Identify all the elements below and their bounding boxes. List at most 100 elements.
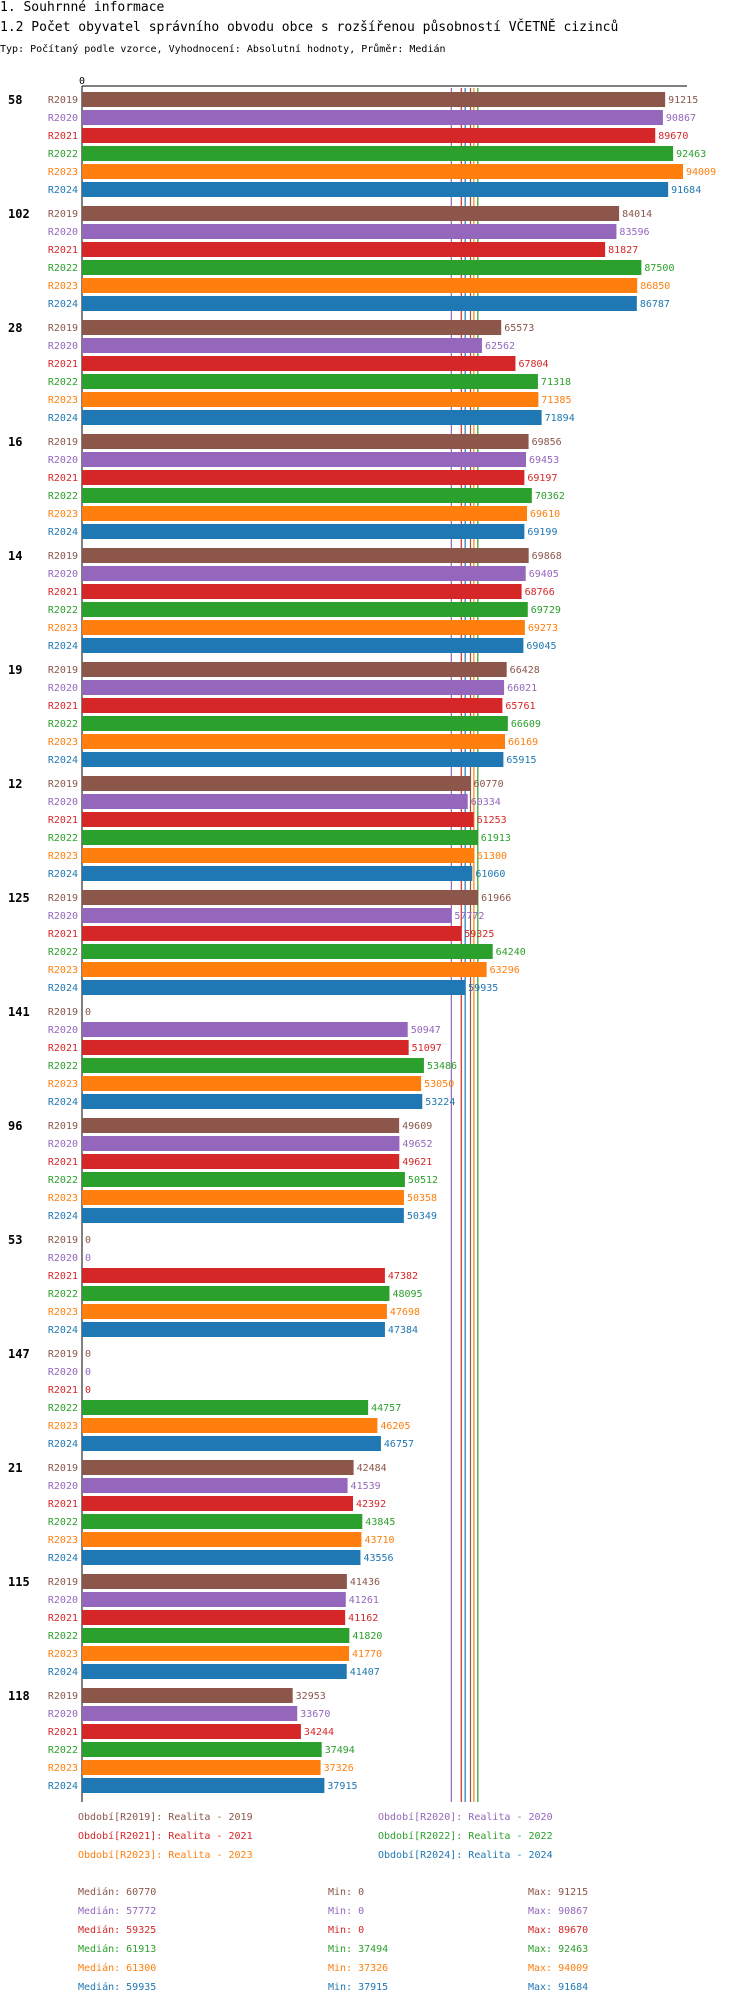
bar-r2022 [82, 146, 674, 161]
bar-r2019 [82, 1118, 400, 1133]
bar-value-label: 71385 [541, 395, 571, 406]
series-row-label: R2022 [48, 1403, 78, 1414]
bar-value-label: 61253 [477, 815, 507, 826]
stat-median: Medián: 57772 [78, 1905, 156, 1917]
bar-value-label: 69729 [531, 605, 561, 616]
series-row-label: R2021 [48, 1043, 78, 1054]
bar-value-label: 0 [85, 1385, 91, 1396]
bar-r2019 [82, 890, 479, 905]
series-row-label: R2021 [48, 131, 78, 142]
bar-r2023 [82, 848, 474, 863]
bar-value-label: 61300 [477, 851, 507, 862]
series-row-label: R2021 [48, 1613, 78, 1624]
bar-r2020 [82, 908, 452, 923]
bar-value-label: 69610 [530, 509, 560, 520]
bar-value-label: 43710 [364, 1535, 394, 1546]
bar-r2023 [82, 1076, 422, 1091]
bar-value-label: 50947 [411, 1025, 441, 1036]
bar-value-label: 44757 [371, 1403, 401, 1414]
bar-value-label: 41261 [349, 1595, 379, 1606]
axis-zero-tick-label: 0 [79, 76, 85, 87]
series-row-label: R2024 [48, 983, 78, 994]
series-row-label: R2023 [48, 1535, 78, 1546]
bar-r2020 [82, 1136, 400, 1151]
series-row-label: R2019 [48, 95, 78, 106]
group-label: 125 [8, 891, 30, 905]
series-row-label: R2019 [48, 1691, 78, 1702]
stat-max: Max: 90867 [528, 1906, 588, 1917]
series-row-label: R2021 [48, 473, 78, 484]
series-row-label: R2020 [48, 797, 78, 808]
group-label: 14 [8, 549, 22, 563]
bar-r2024 [82, 638, 524, 653]
bar-value-label: 53486 [427, 1061, 457, 1072]
bar-r2020 [82, 680, 505, 695]
bar-value-label: 69199 [527, 527, 557, 538]
series-row-label: R2022 [48, 1745, 78, 1756]
series-row-label: R2024 [48, 755, 78, 766]
series-row-label: R2023 [48, 1421, 78, 1432]
stat-max: Max: 91684 [528, 1982, 588, 1993]
stat-min: Min: 37915 [328, 1982, 388, 1993]
bar-r2020 [82, 110, 663, 125]
series-row-label: R2022 [48, 833, 78, 844]
legend-entry: Období[R2021]: Realita - 2021 [78, 1830, 253, 1842]
bar-r2021 [82, 1154, 400, 1169]
series-row-label: R2020 [48, 1367, 78, 1378]
series-row-label: R2021 [48, 1271, 78, 1282]
series-row-label: R2023 [48, 737, 78, 748]
series-row-label: R2021 [48, 359, 78, 370]
series-row-label: R2024 [48, 1667, 78, 1678]
bar-value-label: 89670 [658, 131, 688, 142]
bar-value-label: 48095 [392, 1289, 422, 1300]
series-row-label: R2019 [48, 1007, 78, 1018]
bar-value-label: 66609 [511, 719, 541, 730]
bar-value-label: 64240 [496, 947, 526, 958]
bar-value-label: 69868 [532, 551, 562, 562]
bar-r2023 [82, 734, 506, 749]
bar-value-label: 41770 [352, 1649, 382, 1660]
bar-r2020 [82, 1706, 298, 1721]
bar-r2024 [82, 866, 473, 881]
bar-r2023 [82, 164, 683, 179]
bar-value-label: 66428 [510, 665, 540, 676]
series-row-label: R2023 [48, 1079, 78, 1090]
bar-r2023 [82, 1760, 321, 1775]
series-row-label: R2022 [48, 491, 78, 502]
bar-r2019 [82, 662, 507, 677]
bar-value-label: 42392 [356, 1499, 386, 1510]
bar-value-label: 66169 [508, 737, 538, 748]
stat-max: Max: 92463 [528, 1944, 588, 1955]
series-row-label: R2020 [48, 1025, 78, 1036]
bar-value-label: 37494 [325, 1745, 355, 1756]
bar-value-label: 46205 [380, 1421, 410, 1432]
bar-r2021 [82, 1040, 409, 1055]
bar-value-label: 49621 [402, 1157, 432, 1168]
bar-value-label: 42484 [357, 1463, 387, 1474]
chart-subtitle: Typ: Počítaný podle vzorce, Vyhodnocení:… [0, 44, 446, 55]
series-row-label: R2022 [48, 1289, 78, 1300]
bar-value-label: 0 [85, 1007, 91, 1018]
bar-r2024 [82, 1208, 404, 1223]
bar-value-label: 69453 [529, 455, 559, 466]
bar-value-label: 91215 [668, 95, 698, 106]
bar-r2024 [82, 296, 637, 311]
bar-r2019 [82, 1460, 354, 1475]
bar-r2024 [82, 182, 669, 197]
bar-value-label: 70362 [535, 491, 565, 502]
stat-min: Min: 0 [328, 1925, 364, 1936]
bar-r2020 [82, 794, 468, 809]
group-label: 19 [8, 663, 22, 677]
bar-r2024 [82, 752, 504, 767]
legend-entry: Období[R2024]: Realita - 2024 [378, 1849, 553, 1861]
series-row-label: R2020 [48, 1595, 78, 1606]
stat-max: Max: 89670 [528, 1925, 588, 1936]
bar-r2021 [82, 1724, 301, 1739]
bar-r2023 [82, 962, 487, 977]
legend-entry: Období[R2023]: Realita - 2023 [78, 1849, 253, 1861]
bar-r2022 [82, 830, 478, 845]
stat-median: Medián: 59325 [78, 1924, 156, 1936]
bar-r2019 [82, 92, 666, 107]
series-row-label: R2020 [48, 683, 78, 694]
series-row-label: R2020 [48, 1709, 78, 1720]
